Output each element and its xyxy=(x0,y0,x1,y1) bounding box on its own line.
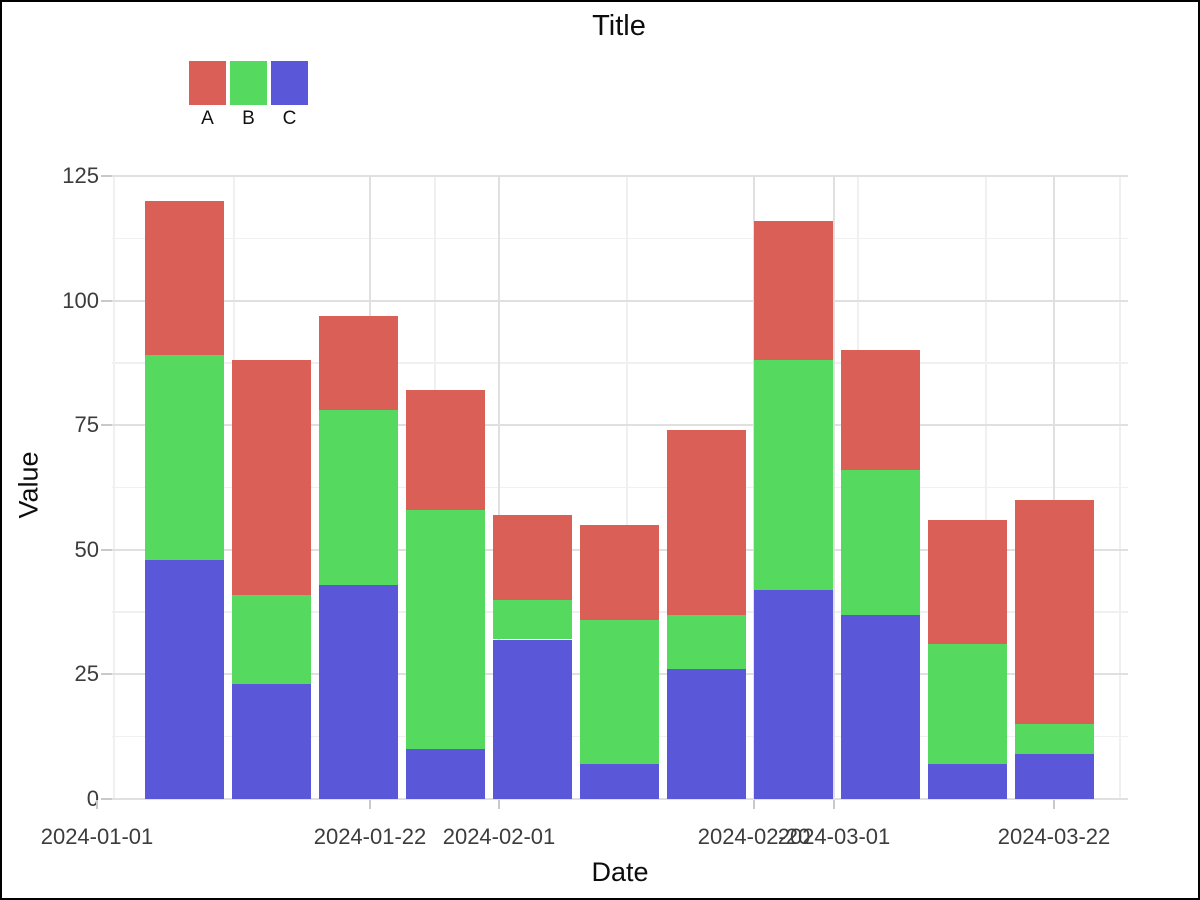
h-gridline-major xyxy=(112,424,1128,427)
v-gridline-minor xyxy=(113,176,115,799)
x-axis-title: Date xyxy=(591,857,649,887)
y-axis-tick xyxy=(101,175,112,177)
bar-segment-c xyxy=(753,589,833,799)
bar-segment-c xyxy=(927,764,1007,799)
y-tick-label: 0 xyxy=(86,786,99,811)
bar-segment-b xyxy=(1014,724,1094,755)
bar-segment-b xyxy=(318,410,398,585)
y-tick-label: 100 xyxy=(62,287,99,313)
bar-segment-a xyxy=(753,220,833,361)
bar-segment-b xyxy=(231,594,311,685)
x-tick-label: 2024-01-22 xyxy=(313,824,427,849)
y-axis-tick xyxy=(101,424,112,427)
bar-segment-a xyxy=(144,200,224,356)
bar-segment-b xyxy=(144,355,224,560)
bar-segment-c xyxy=(405,749,485,799)
x-axis-tick xyxy=(96,800,98,809)
h-gridline-major xyxy=(112,798,1128,800)
bar-segment-a xyxy=(927,519,1007,645)
y-axis-tick xyxy=(101,798,112,800)
legend: A B C xyxy=(189,61,308,130)
x-tick-label: 2024-02-20 xyxy=(697,824,811,849)
bar-segment-c xyxy=(840,614,920,799)
legend-label-c: C xyxy=(282,108,297,129)
x-tick-label: 2024-02-01 xyxy=(442,824,556,849)
y-axis-tick xyxy=(101,548,112,551)
bar-segment-b xyxy=(579,619,659,765)
v-gridline-minor xyxy=(626,176,628,799)
legend-label-b: B xyxy=(242,108,255,129)
legend-swatch-a xyxy=(189,61,226,105)
legend-label-a: A xyxy=(201,108,214,129)
y-tick-label: 75 xyxy=(74,412,99,438)
bar-segment-a xyxy=(1014,499,1094,725)
v-gridline-minor xyxy=(1119,176,1121,799)
bar-segment-b xyxy=(405,509,485,750)
chart-title: Title xyxy=(592,10,646,42)
bar-segment-a xyxy=(579,524,659,620)
x-axis-tick xyxy=(1053,800,1055,809)
bar-segment-b xyxy=(927,644,1007,765)
h-gridline-minor xyxy=(112,486,1128,489)
v-gridline-major xyxy=(1053,176,1055,799)
v-gridline-major xyxy=(498,176,500,799)
y-tick-label: 25 xyxy=(74,661,99,687)
legend-swatch-b xyxy=(230,61,267,105)
bar-segment-c xyxy=(1014,754,1094,799)
v-gridline-minor xyxy=(985,176,987,799)
bar-segment-b xyxy=(492,599,572,640)
x-axis-tick xyxy=(833,800,835,809)
x-axis-tick xyxy=(369,800,371,809)
y-tick-label: 50 xyxy=(74,536,99,562)
bar-segment-c xyxy=(144,559,224,799)
h-gridline-major xyxy=(112,175,1128,177)
bar-segment-c xyxy=(579,764,659,799)
bar-segment-a xyxy=(492,514,572,600)
h-gridline-major xyxy=(112,299,1128,302)
x-tick-label: 2024-01-01 xyxy=(40,824,154,849)
x-axis-tick xyxy=(753,800,755,809)
legend-item-a: A xyxy=(189,61,226,130)
legend-swatch-c xyxy=(271,61,308,105)
legend-item-c: C xyxy=(271,61,308,130)
legend-item-b: B xyxy=(230,61,267,130)
bar-segment-c xyxy=(231,684,311,799)
bar-segment-c xyxy=(492,639,572,799)
v-gridline-major xyxy=(833,176,835,799)
h-gridline-minor xyxy=(112,237,1128,240)
bar-segment-a xyxy=(231,360,311,595)
x-tick-label: 2024-03-01 xyxy=(777,824,891,849)
bar-segment-a xyxy=(318,315,398,411)
y-axis-tick xyxy=(101,673,112,676)
x-axis-tick xyxy=(498,800,500,809)
y-axis-tick xyxy=(101,299,112,302)
bar-segment-a xyxy=(666,430,746,615)
bar-segment-c xyxy=(666,669,746,799)
bar-segment-a xyxy=(840,350,920,471)
y-tick-label: 125 xyxy=(62,163,99,188)
x-tick-label: 2024-03-22 xyxy=(997,824,1111,849)
h-gridline-minor xyxy=(112,362,1128,364)
bar-segment-c xyxy=(318,584,398,799)
bar-segment-a xyxy=(405,390,485,510)
bar-segment-b xyxy=(666,614,746,670)
bar-segment-b xyxy=(753,360,833,590)
y-axis-title: Value xyxy=(13,451,44,519)
bar-segment-b xyxy=(840,470,920,615)
